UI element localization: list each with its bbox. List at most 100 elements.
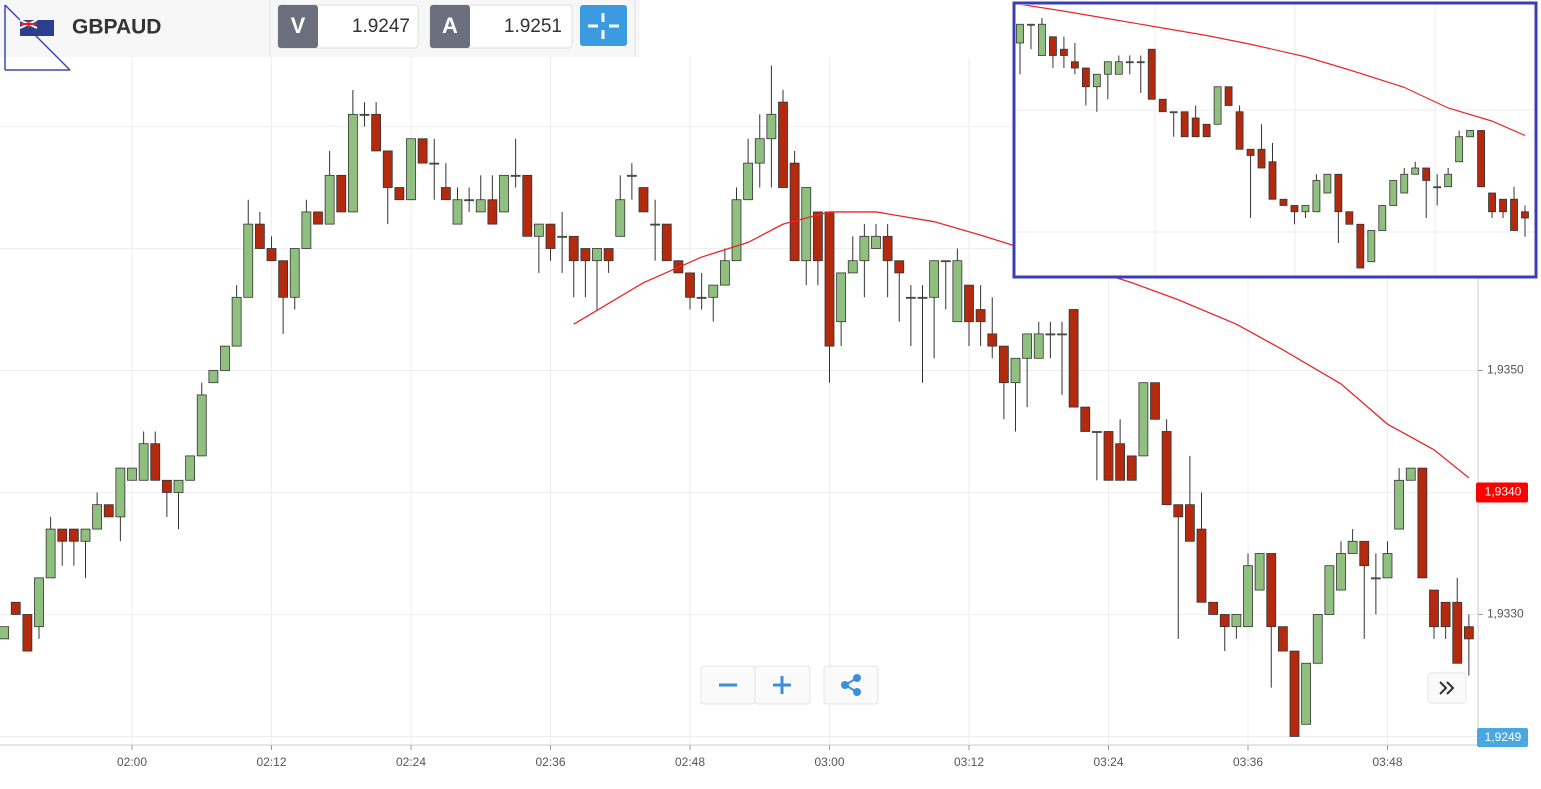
candle-body (603, 248, 614, 262)
candle-body (1049, 36, 1057, 56)
candle-body (1400, 173, 1409, 194)
ask-price: 1.9251 (504, 16, 562, 37)
candle-body (1114, 61, 1123, 75)
candle-body (615, 199, 626, 237)
candle-body (1455, 136, 1464, 163)
bid-label: V (291, 13, 306, 38)
candle-body (533, 223, 544, 237)
candle-body (475, 199, 486, 213)
candle-body (382, 150, 393, 188)
candle-body (824, 211, 835, 347)
x-tick-label: 03:00 (814, 755, 844, 769)
candle-body (1290, 205, 1299, 213)
flag-icon (19, 19, 54, 36)
candle-body (1180, 111, 1189, 138)
candle-body (429, 162, 440, 165)
candle-body (1356, 223, 1365, 269)
candle-body (1081, 67, 1090, 88)
last-price-badge (1476, 482, 1528, 503)
candle-body (1477, 130, 1485, 188)
candle-body (1231, 614, 1242, 628)
last-price-label: 1,9340 (1485, 485, 1522, 499)
candle-body (499, 174, 509, 213)
candle-body (1033, 333, 1044, 359)
candle-body (115, 467, 126, 518)
candle-body (650, 223, 661, 226)
candle-body (766, 113, 777, 140)
candle-body (266, 248, 277, 262)
scroll-right-button[interactable] (1427, 672, 1467, 704)
candle-body (743, 162, 754, 201)
inset-ma (1020, 5, 1526, 137)
moving-average (1020, 5, 1526, 137)
zoom-in-button[interactable] (754, 665, 811, 705)
candle-body (812, 211, 823, 262)
y-tick-label: 1,9330 (1487, 607, 1524, 621)
candle-body (1411, 167, 1420, 175)
candle-body (940, 260, 951, 263)
candle-body (34, 577, 44, 628)
candle-body (731, 199, 742, 262)
candle-body (1499, 198, 1507, 213)
candle-body (57, 528, 68, 542)
candle-body (394, 187, 405, 201)
candle-body (1080, 406, 1091, 432)
candle-body (301, 211, 312, 249)
candle-body (208, 370, 219, 384)
candle-body (998, 345, 1009, 384)
x-tick-label: 02:12 (256, 755, 286, 769)
candle-body (719, 260, 730, 286)
candle-body (685, 272, 695, 298)
candle-body (1367, 230, 1376, 263)
candle-body (917, 296, 928, 299)
candle-body (626, 174, 637, 177)
candle-body (359, 113, 370, 116)
candle-body (1268, 161, 1277, 200)
candle-body (440, 187, 451, 201)
x-tick-label: 02:48 (675, 755, 705, 769)
candle-body (987, 333, 998, 347)
candle-body (371, 113, 382, 152)
candle-body (0, 626, 10, 640)
candle-body (1103, 431, 1114, 481)
candle-body (929, 260, 940, 298)
candle-body (975, 309, 986, 323)
candle-body (1208, 601, 1219, 615)
candles (0, 65, 1474, 737)
candle-body (1092, 73, 1101, 88)
candle-body (1444, 173, 1453, 188)
candle-body (1016, 23, 1024, 44)
candle-body (10, 601, 21, 615)
share-button[interactable] (823, 665, 879, 705)
candle-body (696, 296, 707, 299)
candle-body (1389, 180, 1398, 206)
candle-body (778, 101, 788, 188)
candle-body (952, 260, 963, 323)
x-tick-label: 03:36 (1233, 755, 1263, 769)
candle-body (1266, 553, 1277, 628)
crosshair-button[interactable] (580, 5, 627, 46)
candle-body (1521, 211, 1529, 219)
symbol: GBPAUD (72, 16, 161, 39)
candle-body (1158, 98, 1167, 113)
candle-body (557, 235, 568, 238)
candle-body (1246, 148, 1255, 156)
candle-body (1138, 382, 1149, 457)
candle-body (1452, 601, 1463, 664)
candle-body (22, 614, 33, 652)
candle-body (847, 260, 858, 274)
inset-frame (1012, 1, 1538, 279)
bid-price: 1.9247 (352, 16, 410, 37)
candle-body (92, 504, 103, 530)
candle-body (1161, 431, 1172, 506)
candle-body (138, 443, 149, 481)
candle-body (347, 113, 358, 213)
candle-body (45, 528, 56, 579)
candle-body (1057, 333, 1067, 336)
zoom-out-button[interactable] (700, 665, 756, 705)
candle-body (1196, 528, 1207, 603)
y-tick-label: 1,9350 (1487, 363, 1524, 377)
bid-tag (278, 5, 318, 48)
candle-body (1347, 540, 1358, 554)
candle-body (1115, 443, 1126, 481)
